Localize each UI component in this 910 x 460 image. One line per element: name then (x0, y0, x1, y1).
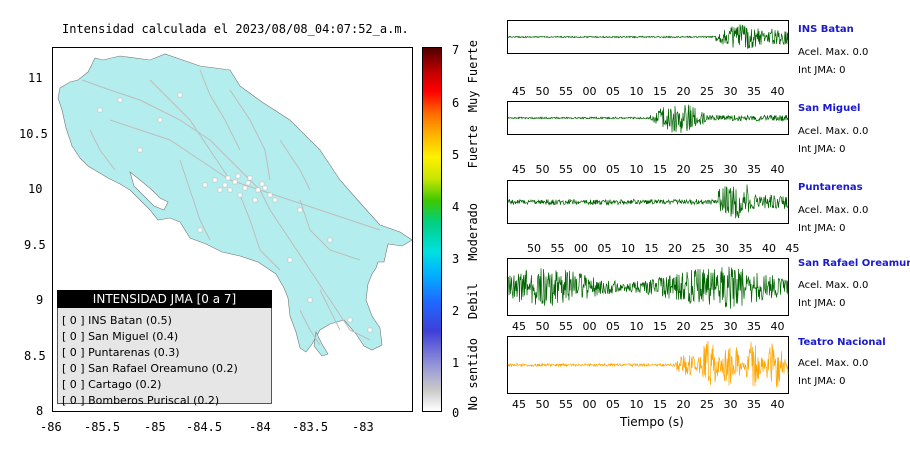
trace-waveforms (0, 0, 910, 460)
